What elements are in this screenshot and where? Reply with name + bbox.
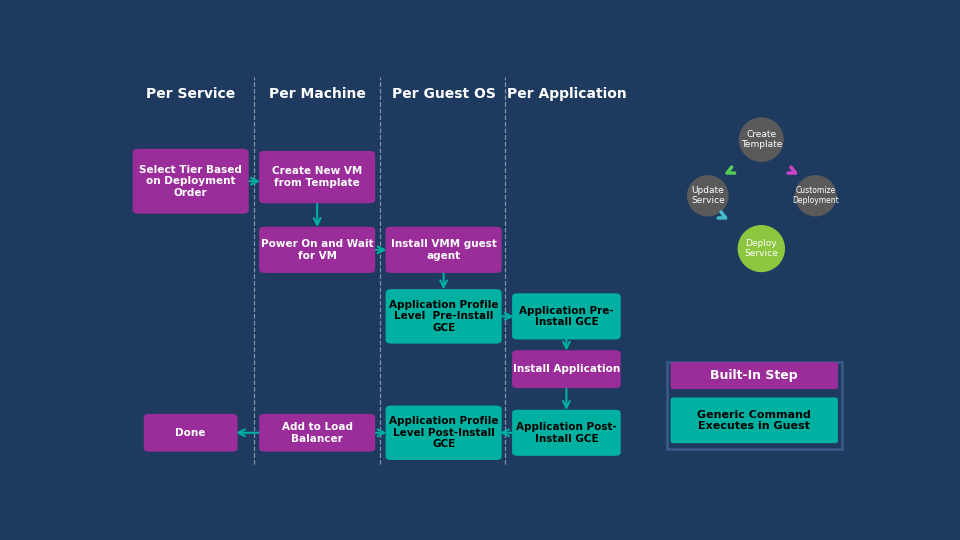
Text: Deploy
Service: Deploy Service — [744, 239, 779, 258]
Text: Built-In Step: Built-In Step — [710, 369, 798, 382]
FancyBboxPatch shape — [132, 149, 249, 214]
FancyBboxPatch shape — [512, 293, 621, 340]
FancyBboxPatch shape — [259, 151, 375, 203]
FancyBboxPatch shape — [670, 397, 838, 443]
Text: Create New VM
from Template: Create New VM from Template — [272, 166, 362, 188]
Text: Per Guest OS: Per Guest OS — [392, 87, 495, 101]
FancyBboxPatch shape — [259, 227, 375, 273]
FancyBboxPatch shape — [259, 414, 375, 451]
Text: Application Pre-
Install GCE: Application Pre- Install GCE — [519, 306, 613, 327]
Text: Update
Service: Update Service — [691, 186, 725, 206]
FancyBboxPatch shape — [386, 406, 502, 460]
FancyBboxPatch shape — [512, 350, 621, 388]
Text: Application Post-
Install GCE: Application Post- Install GCE — [516, 422, 616, 443]
Text: Done: Done — [176, 428, 205, 438]
Ellipse shape — [687, 176, 728, 216]
FancyBboxPatch shape — [386, 289, 502, 343]
Text: Power On and Wait
for VM: Power On and Wait for VM — [261, 239, 373, 261]
Text: Install Application: Install Application — [513, 364, 620, 374]
Text: Per Application: Per Application — [507, 87, 626, 101]
Ellipse shape — [738, 226, 784, 272]
Text: Per Service: Per Service — [146, 87, 235, 101]
Text: Generic Command
Executes in Guest: Generic Command Executes in Guest — [697, 409, 811, 431]
Ellipse shape — [739, 118, 783, 161]
FancyBboxPatch shape — [386, 227, 502, 273]
FancyBboxPatch shape — [667, 362, 842, 449]
Text: Select Tier Based
on Deployment
Order: Select Tier Based on Deployment Order — [139, 165, 242, 198]
Text: Per Machine: Per Machine — [269, 87, 366, 101]
Text: Application Profile
Level  Pre-Install
GCE: Application Profile Level Pre-Install GC… — [389, 300, 498, 333]
FancyBboxPatch shape — [670, 362, 838, 389]
Text: Add to Load
Balancer: Add to Load Balancer — [281, 422, 352, 443]
FancyBboxPatch shape — [144, 414, 237, 451]
Text: Install VMM guest
agent: Install VMM guest agent — [391, 239, 496, 261]
FancyBboxPatch shape — [512, 410, 621, 456]
Text: Create
Template: Create Template — [741, 130, 782, 150]
Text: Customize
Deployment: Customize Deployment — [792, 186, 839, 206]
Ellipse shape — [796, 176, 836, 216]
Text: Application Profile
Level Post-Install
GCE: Application Profile Level Post-Install G… — [389, 416, 498, 449]
